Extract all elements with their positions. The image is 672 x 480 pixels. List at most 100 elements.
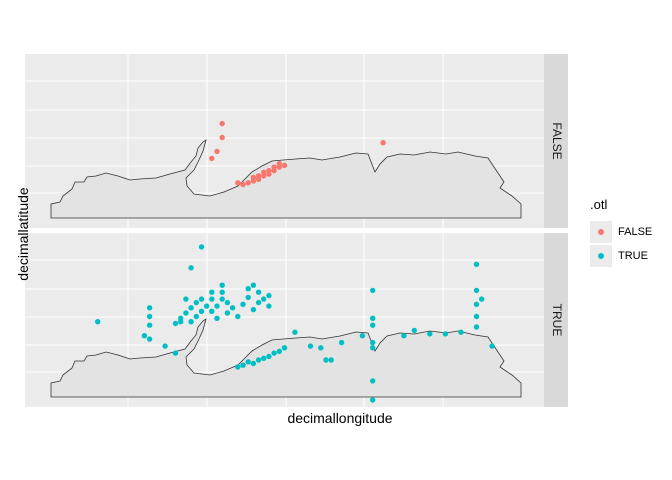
data-point-true-76 bbox=[479, 296, 485, 302]
data-point-true-57 bbox=[323, 357, 329, 363]
x-axis-title: decimallongitude bbox=[287, 410, 393, 426]
data-point-false-3 bbox=[209, 155, 215, 162]
data-point-true-73 bbox=[473, 261, 480, 267]
data-point-true-38 bbox=[146, 322, 153, 328]
data-point-true-59 bbox=[338, 339, 345, 346]
data-point-false-6 bbox=[240, 181, 246, 188]
data-point-true-34 bbox=[172, 320, 179, 327]
legend-item-true: TRUE bbox=[590, 244, 652, 268]
data-point-true-67 bbox=[370, 397, 376, 403]
data-point-true-24 bbox=[250, 306, 257, 313]
data-point-false-15 bbox=[266, 167, 272, 174]
data-point-true-14 bbox=[214, 303, 220, 309]
legend: .otl FALSE TRUE bbox=[590, 197, 652, 268]
data-point-true-3 bbox=[188, 305, 194, 311]
data-point-false-1 bbox=[219, 134, 225, 141]
data-point-true-79 bbox=[489, 343, 495, 349]
data-point-true-71 bbox=[442, 331, 449, 337]
data-point-true-39 bbox=[141, 333, 148, 339]
y-axis-title: decimallatitude bbox=[15, 187, 31, 281]
data-point-true-41 bbox=[162, 343, 168, 349]
data-point-true-1 bbox=[188, 265, 194, 271]
data-point-true-8 bbox=[193, 313, 199, 320]
data-point-true-50 bbox=[271, 350, 277, 356]
data-point-true-56 bbox=[318, 345, 324, 351]
data-point-true-60 bbox=[359, 333, 366, 339]
data-point-true-22 bbox=[245, 294, 251, 301]
data-point-false-19 bbox=[276, 160, 282, 167]
data-point-true-78 bbox=[473, 324, 480, 330]
data-point-true-29 bbox=[266, 292, 272, 299]
data-point-true-69 bbox=[411, 327, 417, 334]
data-point-false-4 bbox=[380, 140, 386, 146]
legend-label-true: TRUE bbox=[618, 250, 648, 262]
data-point-false-13 bbox=[261, 169, 267, 175]
data-point-false-5 bbox=[235, 180, 241, 186]
data-point-true-6 bbox=[183, 310, 189, 316]
points-false-layer bbox=[209, 120, 386, 188]
legend-label-false: FALSE bbox=[618, 226, 653, 238]
data-point-true-26 bbox=[255, 299, 262, 306]
panel-false bbox=[25, 54, 544, 228]
data-point-true-37 bbox=[146, 313, 153, 320]
data-point-true-68 bbox=[401, 333, 407, 339]
data-point-false-0 bbox=[219, 120, 225, 127]
legend-item-false: FALSE bbox=[590, 220, 652, 244]
data-point-true-20 bbox=[235, 313, 241, 320]
panel-true bbox=[25, 233, 544, 407]
data-point-true-53 bbox=[235, 364, 241, 370]
data-point-true-40 bbox=[146, 336, 153, 342]
data-point-false-17 bbox=[271, 164, 277, 170]
data-point-true-77 bbox=[473, 313, 480, 320]
data-point-true-31 bbox=[219, 282, 225, 288]
data-point-false-9 bbox=[250, 174, 257, 181]
data-point-true-32 bbox=[209, 289, 215, 295]
data-point-true-28 bbox=[266, 303, 272, 309]
coastline-outline-true bbox=[50, 318, 522, 398]
data-point-true-10 bbox=[203, 303, 210, 309]
legend-key-false bbox=[590, 221, 612, 243]
legend-key-true bbox=[590, 245, 612, 267]
data-point-true-15 bbox=[219, 296, 225, 302]
data-point-true-43 bbox=[95, 319, 101, 325]
data-point-true-16 bbox=[219, 289, 225, 295]
data-point-true-70 bbox=[427, 331, 433, 337]
data-point-true-35 bbox=[178, 319, 184, 325]
data-point-true-17 bbox=[224, 310, 231, 316]
data-point-true-4 bbox=[193, 299, 199, 306]
legend-title: .otl bbox=[590, 197, 608, 212]
data-point-true-72 bbox=[458, 329, 464, 335]
data-point-true-66 bbox=[370, 378, 376, 384]
data-point-true-0 bbox=[198, 244, 205, 250]
data-point-true-64 bbox=[370, 339, 376, 346]
strip-true: TRUE bbox=[544, 233, 568, 407]
data-point-true-33 bbox=[198, 296, 205, 302]
data-point-false-2 bbox=[214, 148, 220, 155]
data-point-true-7 bbox=[188, 319, 194, 325]
data-point-true-61 bbox=[370, 287, 376, 294]
data-point-true-30 bbox=[245, 286, 251, 292]
data-point-true-27 bbox=[261, 296, 267, 302]
data-point-true-62 bbox=[370, 315, 376, 321]
data-point-true-65 bbox=[370, 345, 376, 351]
data-point-true-49 bbox=[266, 353, 272, 360]
data-point-true-46 bbox=[250, 360, 257, 367]
data-point-false-20 bbox=[281, 162, 288, 169]
data-point-true-19 bbox=[229, 305, 236, 311]
data-point-true-74 bbox=[473, 287, 480, 294]
data-point-true-58 bbox=[328, 357, 334, 363]
data-point-true-45 bbox=[245, 359, 251, 365]
data-point-true-47 bbox=[255, 357, 262, 363]
data-point-true-18 bbox=[224, 299, 231, 306]
data-point-true-51 bbox=[276, 348, 282, 354]
data-point-true-13 bbox=[214, 315, 220, 321]
data-point-true-52 bbox=[281, 345, 288, 351]
data-point-false-11 bbox=[255, 173, 262, 179]
data-point-true-9 bbox=[198, 308, 205, 314]
data-point-true-54 bbox=[292, 329, 298, 335]
data-point-true-36 bbox=[146, 305, 153, 311]
points-true-layer bbox=[95, 244, 495, 403]
data-point-true-55 bbox=[307, 343, 314, 349]
strip-false: FALSE bbox=[544, 54, 568, 228]
